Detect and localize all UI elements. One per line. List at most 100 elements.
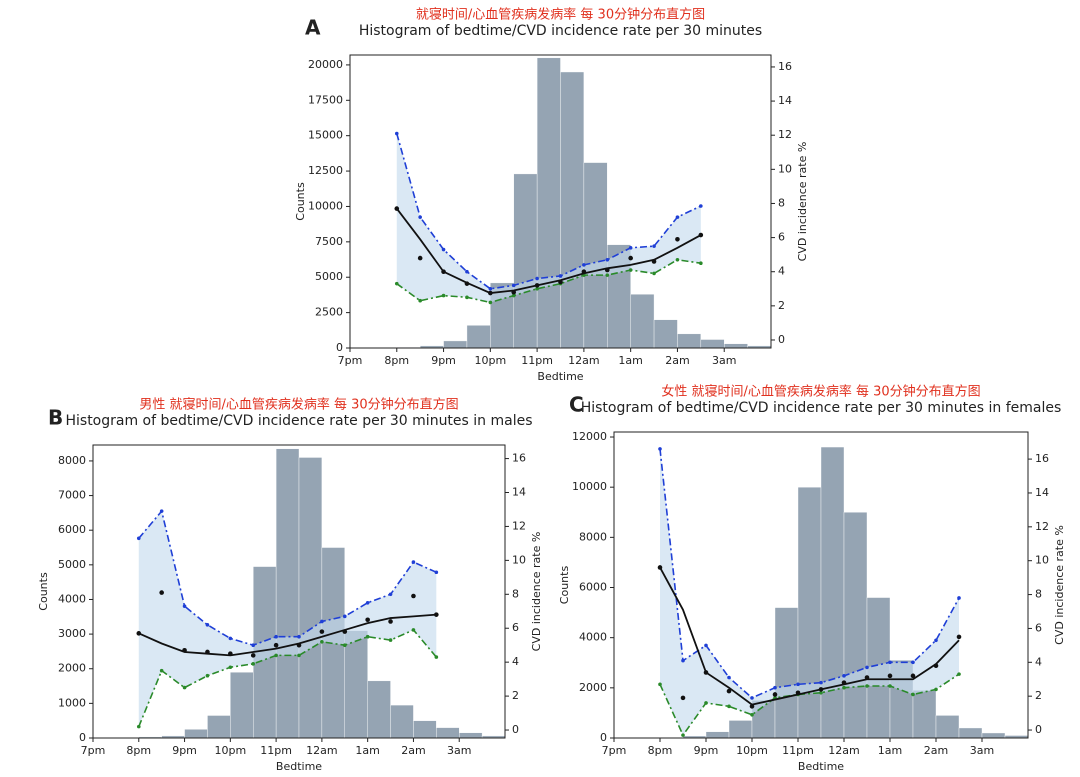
series-point: [957, 596, 961, 600]
series-point: [411, 560, 416, 564]
y2-tick-label: 12: [512, 519, 526, 532]
x-tick-label: 12am: [568, 354, 599, 367]
series-point: [205, 673, 210, 678]
series-point: [628, 246, 633, 250]
series-point: [910, 673, 916, 679]
series-point: [418, 298, 422, 303]
caption: 男性 就寝时间/心血管疾病发病率 每 30分钟分布直方图: [139, 397, 458, 413]
y-tick-label: 6000: [579, 581, 607, 594]
series-point: [658, 447, 662, 451]
bar: [207, 715, 231, 739]
y-tick-label: 4000: [58, 592, 86, 605]
series-point: [365, 617, 370, 623]
x-tick-label: 7pm: [602, 744, 627, 757]
series-point: [865, 665, 869, 670]
bar: [466, 325, 491, 349]
y2-tick-label: 6: [512, 621, 519, 634]
series-point: [558, 279, 563, 285]
series-point: [388, 638, 393, 642]
caption: 女性 就寝时间/心血管疾病发病率 每 30分钟分布直方图: [661, 384, 980, 400]
bar: [390, 704, 414, 739]
y2-tick-label: 8: [778, 196, 785, 209]
series-point: [251, 643, 256, 647]
y2-tick-label: 6: [1035, 621, 1042, 634]
series-point: [365, 634, 370, 639]
bar: [344, 630, 368, 739]
series-point: [342, 643, 347, 647]
series-point: [274, 634, 278, 639]
series-line: [138, 509, 437, 647]
y2-tick-label: 12: [778, 128, 792, 141]
series-point: [865, 684, 869, 688]
panel-label: A: [305, 16, 321, 40]
series-point: [319, 629, 325, 634]
series-point: [296, 642, 302, 648]
bar: [443, 340, 468, 349]
y-tick-label: 0: [600, 731, 607, 744]
y2-tick-label: 16: [778, 60, 792, 73]
y2-tick-label: 0: [1035, 723, 1042, 736]
bar: [536, 57, 561, 349]
y2-tick-label: 6: [778, 231, 785, 244]
chart-title: Histogram of bedtime/CVD incidence rate …: [359, 23, 762, 39]
series-point: [796, 682, 800, 687]
series-point: [136, 536, 141, 541]
x-tick-label: 9pm: [694, 744, 719, 757]
series-point: [228, 665, 233, 670]
series-point: [488, 290, 493, 296]
y-tick-label: 2000: [579, 681, 607, 694]
y-tick-label: 2500: [315, 306, 343, 319]
y-tick-label: 2000: [58, 662, 86, 675]
bar: [367, 680, 391, 739]
bar: [724, 343, 748, 349]
series-point: [465, 269, 469, 274]
series-point: [320, 619, 324, 624]
series-point: [228, 651, 233, 656]
series-point: [795, 690, 801, 696]
series-point: [582, 263, 586, 267]
x-tick-label: 1am: [618, 354, 642, 367]
panel-label: C: [569, 393, 584, 417]
series-point: [365, 600, 370, 605]
series-point: [864, 675, 870, 680]
x-tick-label: 9pm: [172, 744, 197, 757]
series-point: [394, 131, 399, 136]
y2-tick-label: 16: [512, 452, 526, 465]
series-point: [842, 685, 846, 690]
series-point: [652, 271, 656, 276]
series-point: [434, 612, 439, 617]
y2-tick-label: 4: [1035, 655, 1042, 668]
series-point: [749, 704, 755, 709]
y-tick-label: 5000: [58, 558, 86, 571]
bar: [184, 729, 208, 739]
y-tick-label: 7500: [315, 235, 343, 248]
series-point: [911, 692, 915, 697]
x-tick-label: 11pm: [521, 354, 553, 367]
series-point: [956, 634, 962, 640]
series-point: [581, 269, 587, 275]
series-point: [558, 274, 563, 278]
y2-tick-label: 10: [778, 162, 792, 175]
series-point: [819, 690, 823, 695]
y-tick-label: 8000: [579, 530, 607, 543]
series-point: [441, 247, 446, 252]
series-point: [297, 653, 301, 658]
bar: [230, 671, 254, 739]
y-axis-label: Counts: [558, 566, 571, 605]
series-point: [772, 692, 778, 697]
y-tick-label: 10000: [308, 199, 343, 212]
series-point: [388, 619, 393, 624]
series-point: [704, 701, 708, 705]
series-point: [535, 286, 539, 291]
x-tick-label: 10pm: [214, 744, 246, 757]
bar: [912, 690, 937, 739]
x-tick-label: 12am: [828, 744, 859, 757]
series-point: [842, 674, 846, 678]
series-point: [605, 273, 610, 277]
plot-frame: [92, 444, 506, 739]
series-point: [605, 257, 610, 262]
plot-frame: [349, 54, 772, 349]
x-tick-label: 10pm: [474, 354, 506, 367]
series-point: [604, 267, 610, 273]
bar: [413, 720, 437, 739]
